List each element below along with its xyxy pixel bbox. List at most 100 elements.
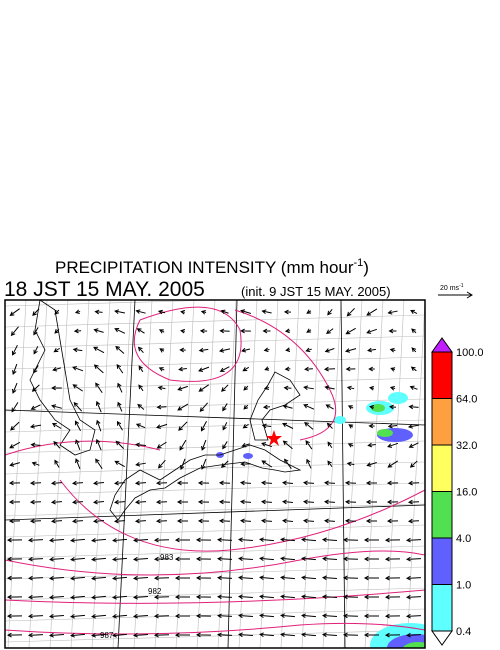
wind-arrow [112, 632, 127, 638]
wind-arrow [410, 309, 418, 315]
wind-arrow [218, 518, 231, 524]
wind-arrow [386, 518, 399, 524]
wind-arrow [411, 328, 417, 334]
wind-arrow [134, 518, 147, 524]
wind-arrow [280, 575, 295, 581]
wind-arrow [112, 537, 127, 543]
wind-arrow [239, 499, 251, 505]
grid-line [49, 300, 69, 648]
wind-arrow [222, 422, 228, 431]
wind-arrow [195, 575, 212, 581]
wind-arrow [219, 328, 230, 334]
wind-arrow [174, 632, 191, 638]
contour-label: 983 [160, 553, 174, 562]
wind-arrow [27, 556, 44, 562]
wind-arrow [153, 537, 170, 543]
wind-arrow [324, 385, 335, 390]
wind-arrow [280, 613, 295, 619]
wind-arrow [321, 613, 337, 619]
grid-line [196, 300, 216, 648]
wind-arrow [261, 309, 272, 315]
wind-arrow [201, 458, 207, 470]
colorbar-label: 16.0 [456, 487, 477, 499]
wind-arrow [115, 345, 125, 354]
colorbar-label: 100.0 [456, 347, 484, 359]
wind-arrow [197, 518, 210, 524]
wind-arrow [155, 518, 168, 524]
wind-arrow [405, 613, 422, 619]
grid-line [5, 482, 425, 496]
colorbar-label: 64.0 [456, 394, 477, 406]
grid-line [5, 314, 425, 328]
wind-arrow [198, 347, 209, 353]
wind-arrow [132, 556, 148, 562]
wind-arrow [198, 384, 209, 392]
wind-arrow [386, 480, 399, 486]
wind-arrow [197, 480, 210, 486]
wind-arrow [53, 440, 61, 449]
wind-arrow [158, 367, 165, 372]
wind-arrow [384, 575, 401, 581]
wind-arrow [6, 537, 23, 543]
wind-arrow [49, 575, 64, 581]
wind-arrow [368, 423, 375, 429]
wind-arrow [263, 385, 270, 390]
wind-arrow [221, 460, 229, 468]
wind-arrow [8, 499, 21, 505]
wind-arrow [342, 537, 359, 543]
wind-arrow [344, 499, 357, 505]
wind-arrow [327, 308, 333, 316]
wind-arrow [138, 365, 144, 373]
wind-arrow [216, 613, 232, 619]
pressure-contour [5, 622, 425, 635]
wind-arrow [261, 480, 272, 486]
wind-arrow [93, 346, 105, 354]
wind-arrow [301, 556, 316, 562]
wind-arrow [411, 347, 417, 353]
wind-arrow [96, 419, 102, 432]
wind-scale: 20 ms-1 [440, 283, 464, 292]
wind-arrow [29, 518, 42, 524]
grid-line [385, 300, 405, 648]
meridian [227, 300, 238, 648]
wind-arrow [49, 556, 64, 562]
colorbar-cap-top [431, 337, 453, 353]
wind-arrow [200, 309, 207, 315]
wind-arrow [72, 347, 83, 353]
wind-arrow [363, 594, 380, 600]
wind-arrow [387, 460, 399, 468]
wind-arrow [405, 537, 422, 543]
wind-arrow [366, 308, 378, 316]
map: 983 982 987 [5, 300, 425, 648]
wind-arrow [259, 556, 274, 562]
wind-arrow [344, 518, 357, 524]
colorbar-label: 1.0 [456, 580, 471, 592]
wind-arrow [137, 346, 144, 353]
wind-arrow [153, 632, 170, 638]
wind-arrow [242, 366, 250, 372]
wind-arrow [216, 594, 232, 600]
wind-arrow [33, 327, 39, 336]
wind-arrow [367, 347, 376, 353]
wind-arrow [348, 424, 354, 429]
wind-arrow [285, 347, 291, 353]
wind-arrow [303, 480, 314, 486]
wind-arrow [363, 537, 380, 543]
colorbar-segment [431, 351, 453, 399]
wind-arrow [112, 556, 127, 562]
precipitation-area [377, 429, 393, 437]
wind-arrow [156, 404, 167, 410]
wind-arrow [11, 402, 19, 413]
wind-arrow [198, 366, 210, 372]
wind-arrow [301, 537, 316, 543]
wind-arrow [135, 423, 146, 429]
colorbar-segment [431, 444, 453, 492]
wind-arrow [408, 404, 419, 410]
pressure-contour [133, 306, 242, 382]
wind-arrow [114, 327, 126, 334]
wind-arrow [91, 613, 106, 619]
wind-arrow [259, 594, 274, 600]
grid-line [217, 300, 237, 648]
wind-arrow [132, 632, 148, 638]
wind-arrow [365, 499, 378, 505]
